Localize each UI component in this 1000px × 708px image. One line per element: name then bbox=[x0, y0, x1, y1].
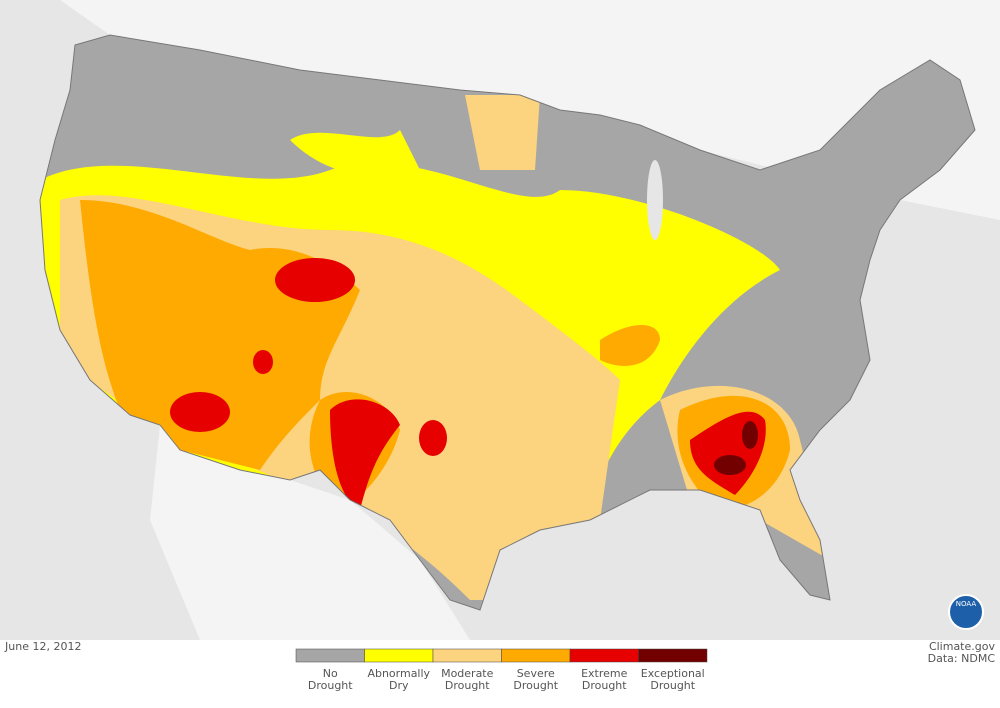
legend-swatch bbox=[638, 648, 708, 663]
noaa-logo bbox=[948, 594, 984, 630]
date: June 12, 2012 bbox=[4, 640, 81, 653]
legend-label: Drought bbox=[650, 679, 695, 692]
exceptional-drought-area bbox=[742, 421, 758, 449]
lake-michigan bbox=[647, 160, 663, 240]
mexico bbox=[150, 425, 470, 640]
legend-swatch bbox=[364, 648, 434, 663]
extreme-drought-area bbox=[253, 350, 273, 374]
legend-swatch bbox=[432, 648, 502, 663]
legend-label: Extreme bbox=[581, 667, 628, 680]
legend-swatch bbox=[295, 648, 365, 663]
extreme-drought-area bbox=[275, 258, 355, 302]
legend-label: No bbox=[323, 667, 338, 680]
severe-drought-area bbox=[600, 325, 660, 366]
canada bbox=[0, 0, 1000, 220]
credit: Data: NDMC bbox=[928, 652, 996, 665]
drought-areas bbox=[40, 35, 975, 610]
legend-label: Exceptional bbox=[641, 667, 705, 680]
legend: NoDroughtAbnormallyDryModerateDroughtSev… bbox=[295, 648, 708, 692]
legend-label: Dry bbox=[389, 679, 409, 692]
credit: Climate.gov bbox=[929, 640, 996, 653]
legend-label: Drought bbox=[513, 679, 558, 692]
exceptional-drought-area bbox=[714, 455, 746, 475]
legend-label: Drought bbox=[308, 679, 353, 692]
legend-label: Drought bbox=[445, 679, 490, 692]
moderate-drought-area bbox=[465, 95, 540, 170]
extreme-drought-area bbox=[170, 392, 230, 432]
logo-text: NOAA bbox=[956, 600, 977, 608]
legend-swatch bbox=[501, 648, 571, 663]
abnormally-dry-area bbox=[290, 130, 420, 176]
legend-label: Abnormally bbox=[367, 667, 430, 680]
extreme-drought-area bbox=[330, 399, 400, 510]
legend-swatch bbox=[569, 648, 639, 663]
legend-label: Severe bbox=[517, 667, 555, 680]
us-outline bbox=[39, 34, 976, 611]
extreme-drought-area bbox=[419, 420, 447, 456]
legend-label: Drought bbox=[582, 679, 627, 692]
legend-label: Moderate bbox=[441, 667, 494, 680]
